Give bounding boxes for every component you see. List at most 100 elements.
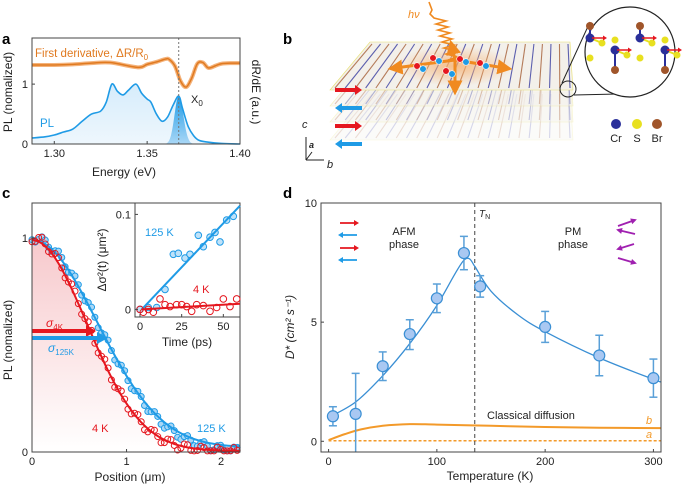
fit-line-4k [31,239,241,452]
panel-a-ylabel-right: dR/dE (a.u.) [249,60,263,125]
spin-arrowhead-red [355,85,362,95]
spin-arrowhead-blue [335,103,342,113]
afm-spin-arrowhead [354,220,359,226]
panel-d-xtick-label: 300 [644,456,662,468]
curve-b-label: b [646,415,652,427]
atom-chain [567,93,571,139]
inset-point-125k [216,238,224,246]
atom-chain [518,93,526,139]
fit-line-125k [31,239,241,448]
hole-icon [442,67,450,75]
panel-label-c: c [2,185,10,202]
s-atom [586,54,594,62]
panel-d-ytick-label: 10 [305,198,317,210]
data-point [376,360,389,373]
s-atom [611,36,619,44]
inset-xtick-label: 50 [217,321,229,333]
fit-curve-afm [328,257,476,419]
data-point [326,410,340,423]
classical-diffusion-label: Classical diffusion [487,410,575,422]
panel-label-a: a [2,31,11,48]
inset-point-4k [219,295,228,303]
inset-point-4k [156,295,164,303]
panel-a-xlabel: Energy (eV) [92,165,156,179]
sigma-4k-arrowhead [86,325,96,337]
atom-chain [426,93,450,139]
fit-curve-pm [474,265,662,383]
tn-label: TN [479,209,490,221]
cr-atom [635,33,645,43]
spin-arrowhead-red [355,121,362,131]
data-point-4k [131,409,139,417]
legend-cr: Cr [610,133,622,145]
derivative-legend: First derivative, ΔR/R0 [35,48,149,62]
spin-arrowhead-blue [335,139,342,149]
data-point-4k [38,233,46,241]
data-point-4k [48,250,56,258]
s-atom [598,39,606,47]
inset-point-125k [194,231,203,240]
atom-chain [487,93,501,139]
pm-spin-arrowhead [616,244,623,251]
pm-spin-arrowhead [616,227,623,234]
electron-icon [462,58,470,66]
panel-d-xtick-label: 0 [326,456,332,468]
electron-icon [435,57,443,65]
data-point-4k [154,433,162,441]
zoom-line [561,21,591,84]
atom-chain [385,93,416,139]
panel-a-frame [31,37,241,145]
s-atom [623,51,631,59]
panel-d-xtick-label: 200 [536,456,554,468]
legend-cr-atom [611,119,621,129]
data-point-4k [193,446,201,454]
curve-a-label: a [646,429,652,441]
panel-d-xlabel: Temperature (K) [447,469,534,483]
spin-arrowhead-red [653,35,657,41]
hole-icon [456,55,464,63]
lattice-layer [329,91,574,141]
atom-chain [457,93,475,139]
pm-spin-arrowhead [630,258,637,265]
hole-icon [476,59,484,67]
data-point [593,349,606,362]
sigma-125k-label: σ125K [48,341,75,357]
atom-chain [334,43,373,89]
data-point [474,280,487,293]
afm-spin-arrowhead [354,245,359,251]
panel-a-xtick-label: 1.30 [44,148,65,160]
br-atom [661,66,669,74]
label-4k: 4 K [92,423,109,435]
cr-atom [585,33,595,43]
atom-chain [508,93,518,139]
inset-label-4k: 4 K [193,284,210,296]
legend-br: Br [652,133,663,145]
atom-chain [334,93,373,139]
pl-area [32,83,240,144]
inset-fit-4k [141,302,241,311]
atom-chain [375,93,407,139]
panel-c-xtick-label: 2 [218,456,224,468]
afm-phase-label: phase [389,239,419,251]
s-atom [661,36,669,44]
sigma-125k-arrowhead [97,332,108,344]
inset-point-125k [174,249,183,258]
axis-b-label: b [327,159,333,171]
atom-chain [497,93,509,139]
atom-chain [467,93,484,139]
pm-spin-arrowhead [630,218,637,225]
derivative-line [31,57,241,88]
label-125k: 125 K [197,423,226,435]
inset-point-4k [206,307,214,316]
axis-c-label: c [302,119,308,131]
x0-annotation: X0 [191,94,203,108]
photon-label: hν [408,9,420,21]
pm-label: PM [565,226,582,238]
zoom-circle [584,6,676,98]
panel-b-illustration [305,1,682,161]
atom-chain [365,43,399,89]
panel-d-ytick-label: 0 [311,436,317,448]
data-point-4k [35,233,43,241]
